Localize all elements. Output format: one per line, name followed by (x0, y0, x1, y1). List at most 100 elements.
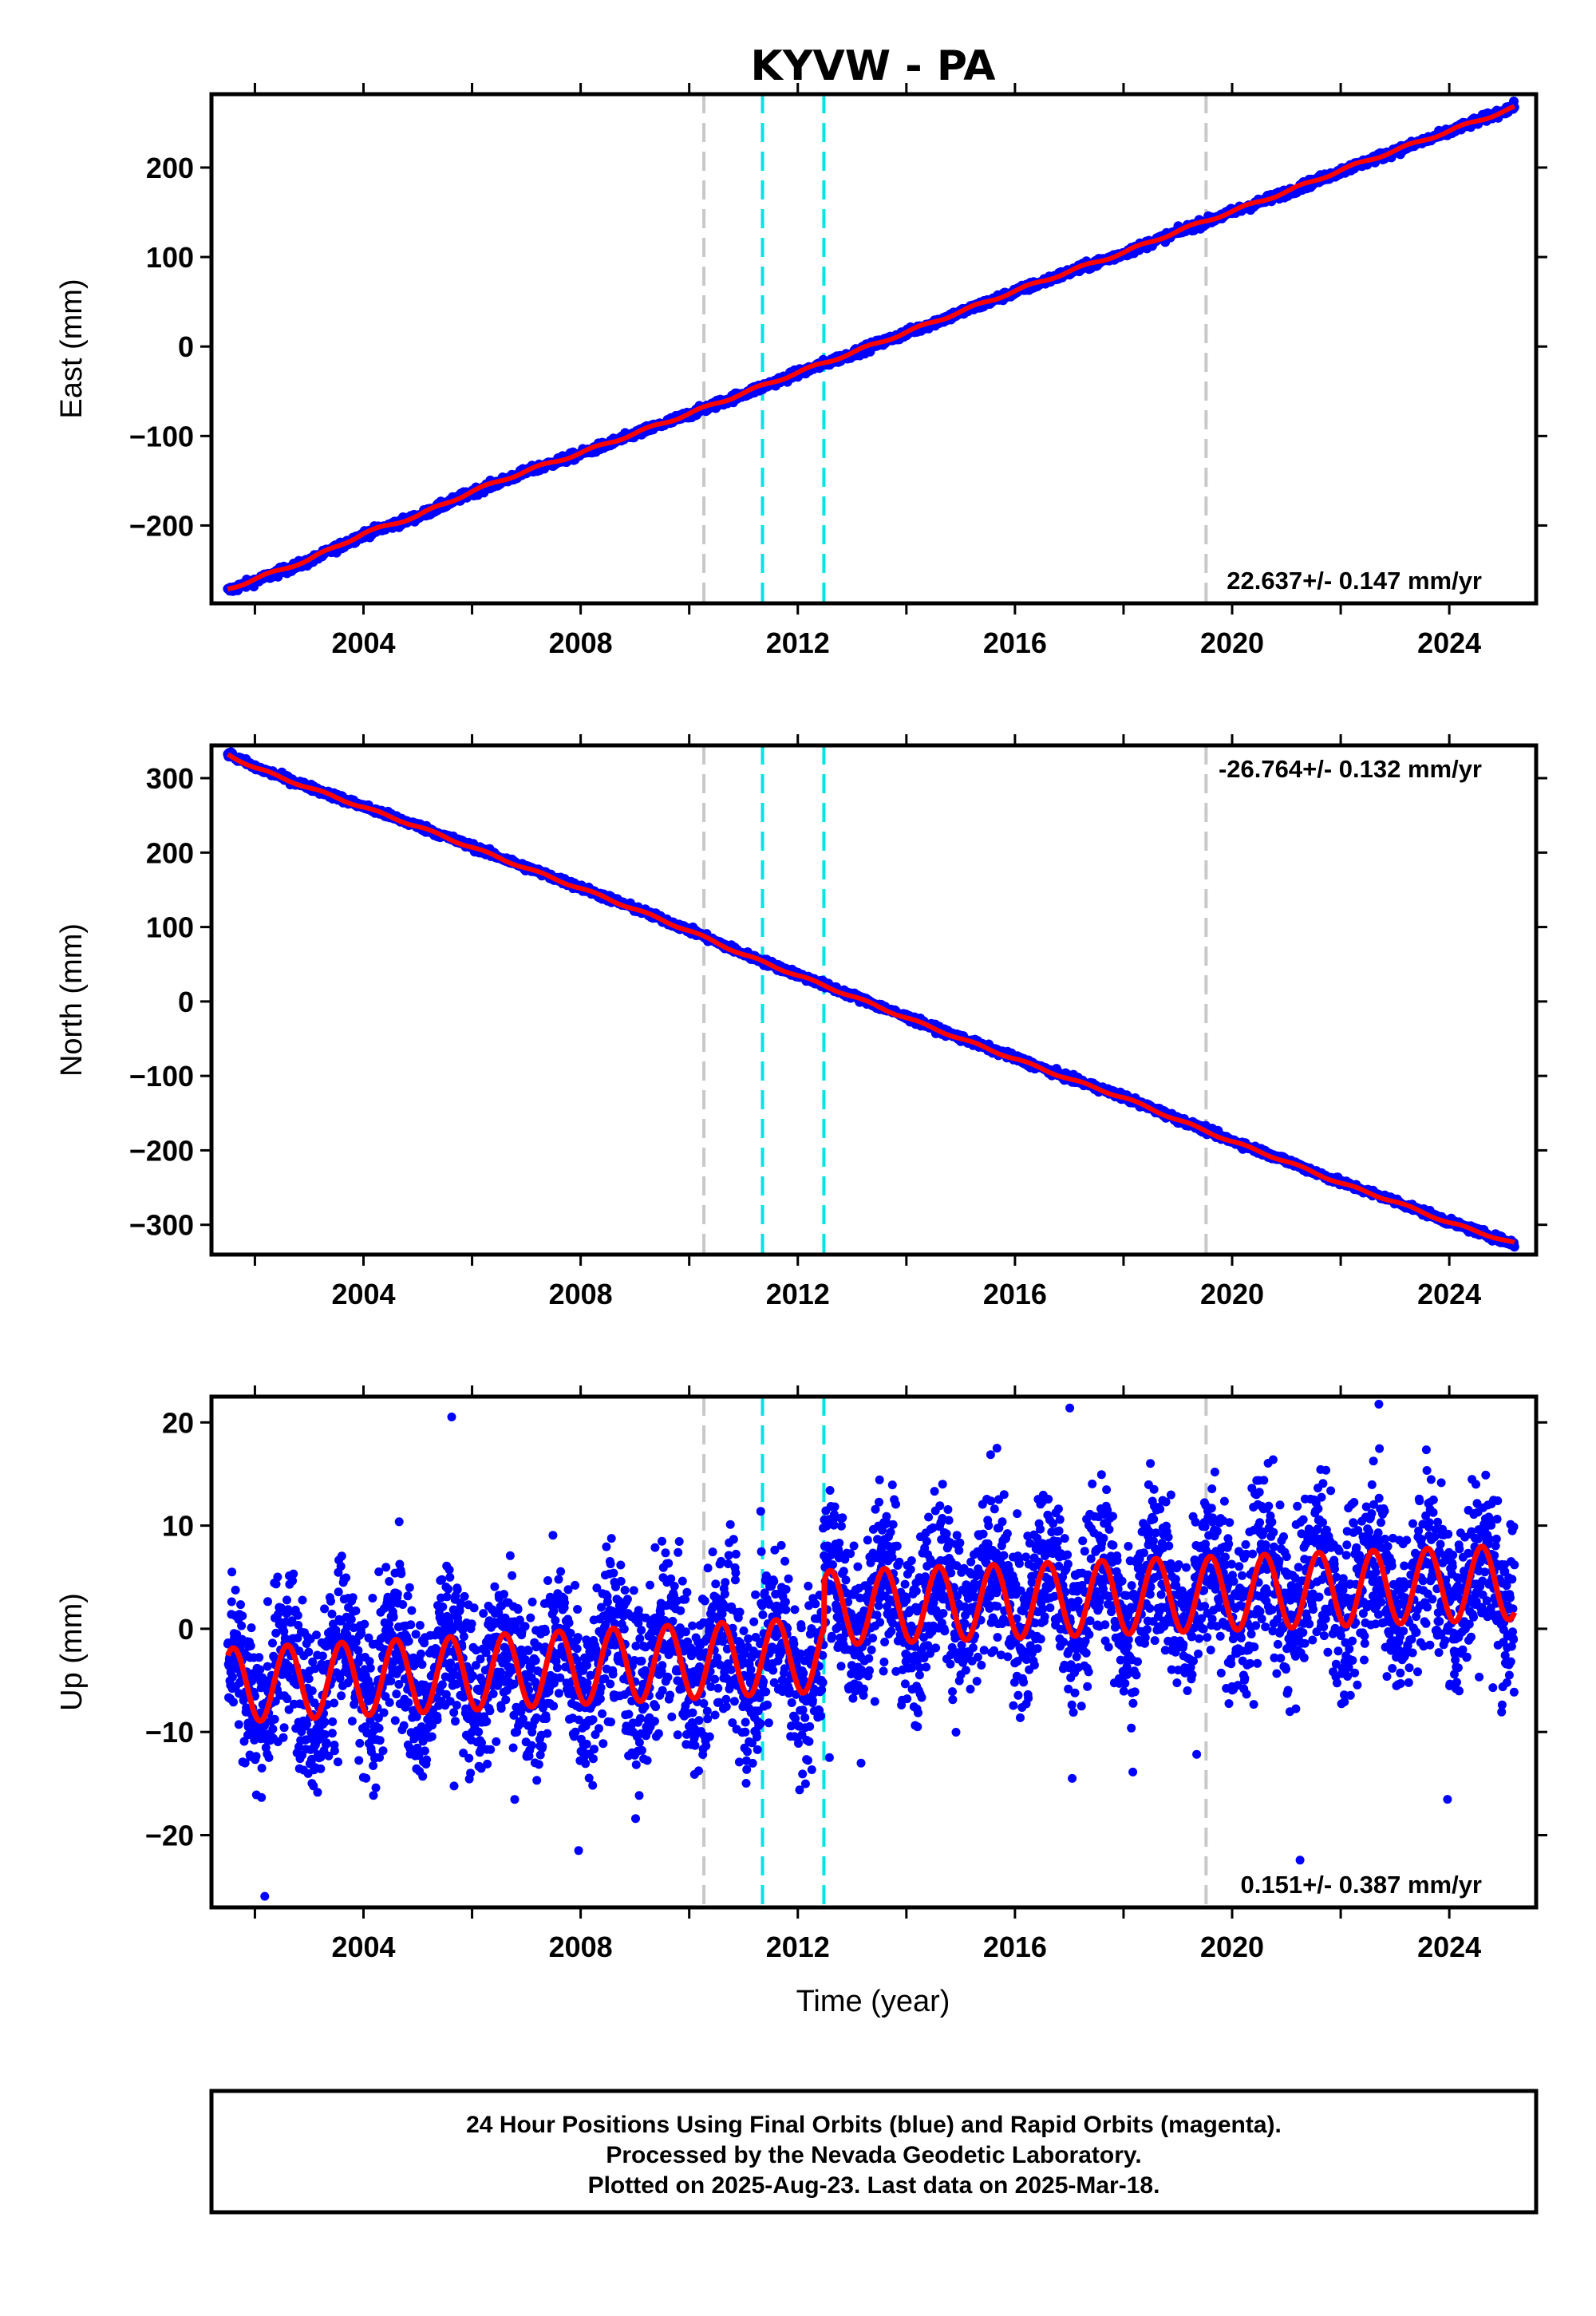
data-point (368, 1594, 377, 1603)
data-point (304, 1647, 314, 1657)
data-point (375, 1736, 385, 1745)
east-xtick-label: 2008 (549, 626, 613, 659)
east-y-axis-label: East (mm) (55, 279, 89, 418)
data-point (403, 1591, 413, 1601)
data-point (483, 1759, 492, 1769)
data-point (255, 1665, 265, 1674)
data-point (346, 1614, 356, 1624)
north-y-axis-label: North (mm) (55, 923, 89, 1077)
north-rate-label: -26.764+/- 0.132 mm/yr (1219, 755, 1482, 783)
data-point (365, 1663, 375, 1673)
data-point (293, 1611, 302, 1620)
data-point (298, 1595, 307, 1605)
data-point (456, 1600, 466, 1609)
data-point (389, 1612, 398, 1622)
north-ytick-label: −300 (129, 1209, 194, 1242)
data-point (355, 1738, 365, 1748)
north-plot-area (223, 745, 1519, 1255)
data-point (361, 1773, 371, 1783)
north-ytick-label: 300 (146, 762, 194, 795)
data-point (257, 1764, 267, 1773)
data-point (337, 1551, 346, 1561)
chart-title: KYVW - PA (751, 42, 996, 90)
data-point (313, 1788, 322, 1797)
data-point (246, 1641, 255, 1650)
data-point (452, 1701, 461, 1710)
data-point (236, 1600, 245, 1610)
data-point (307, 1686, 317, 1696)
data-point (369, 1791, 378, 1800)
data-point (227, 1597, 236, 1607)
data-point (437, 1680, 447, 1690)
data-point (496, 1704, 506, 1713)
data-point (336, 1562, 346, 1571)
east-xtick-label: 2012 (766, 626, 830, 659)
data-point (322, 1738, 331, 1748)
east-xtick-label: 2004 (331, 626, 395, 659)
data-point (320, 1604, 330, 1614)
east-ytick-label: 0 (178, 330, 194, 363)
data-point (342, 1573, 351, 1583)
data-point (270, 1714, 279, 1724)
data-point (385, 1697, 394, 1707)
data-point (479, 1609, 488, 1618)
data-point (482, 1717, 492, 1726)
data-point (405, 1583, 414, 1592)
data-point (404, 1636, 413, 1646)
data-point (330, 1698, 339, 1708)
data-point (237, 1621, 247, 1630)
east-frame (209, 92, 1539, 606)
data-point (422, 1755, 432, 1765)
data-point (279, 1733, 288, 1742)
data-point (433, 1715, 442, 1725)
north-xtick-label: 2024 (1417, 1278, 1481, 1310)
data-point (327, 1729, 337, 1738)
east-xtick-label: 2020 (1200, 626, 1264, 659)
data-point (234, 1720, 243, 1729)
data-point (468, 1671, 478, 1681)
data-point (379, 1708, 389, 1717)
data-point (427, 1732, 437, 1741)
data-point (282, 1595, 291, 1605)
data-point (389, 1657, 399, 1666)
data-point (268, 1638, 277, 1648)
data-point (263, 1662, 272, 1671)
data-point (312, 1630, 321, 1640)
data-point (320, 1717, 330, 1727)
data-point (374, 1724, 384, 1733)
data-point (282, 1694, 292, 1704)
data-point (386, 1676, 396, 1686)
data-point (464, 1753, 474, 1763)
east-xtick-label: 2016 (983, 626, 1047, 659)
data-point (371, 1783, 381, 1792)
data-point (449, 1781, 459, 1791)
data-point (238, 1611, 247, 1621)
data-point (392, 1690, 401, 1699)
data-point (369, 1761, 378, 1770)
data-point (251, 1752, 261, 1761)
data-point (231, 1585, 240, 1595)
data-point (418, 1772, 428, 1781)
data-point (452, 1585, 462, 1595)
data-point (451, 1717, 460, 1726)
data-point (327, 1609, 337, 1618)
data-point (348, 1593, 358, 1603)
data-point (411, 1630, 421, 1639)
data-point (247, 1623, 256, 1633)
data-point (407, 1606, 417, 1615)
data-point (255, 1653, 264, 1662)
data-point (467, 1619, 476, 1629)
north-ytick-label: 100 (146, 911, 194, 944)
north-ytick-label: 0 (178, 986, 194, 1018)
data-point (442, 1592, 452, 1602)
north-ytick-label: −100 (129, 1060, 194, 1093)
data-point (444, 1565, 454, 1575)
data-point (227, 1672, 237, 1682)
data-point (337, 1691, 346, 1701)
north-xtick-label: 2020 (1200, 1278, 1264, 1310)
data-point (257, 1792, 267, 1802)
